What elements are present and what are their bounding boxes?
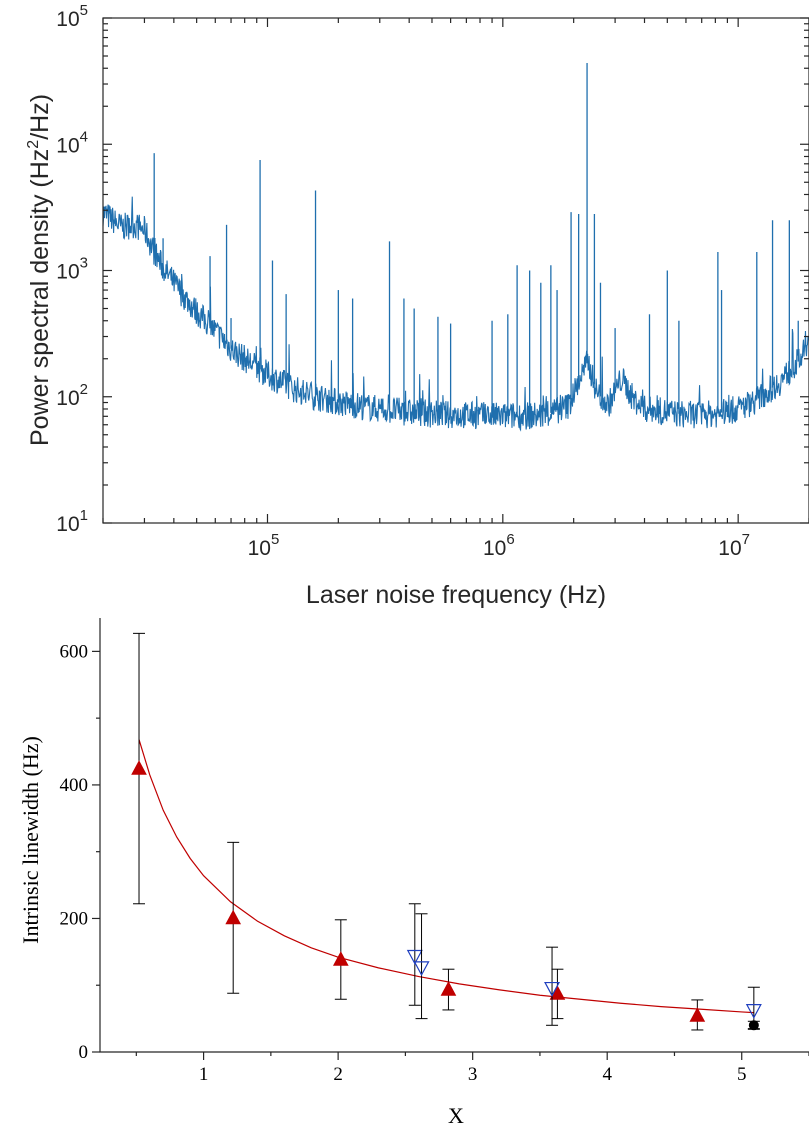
- tick-exponent: 1: [80, 507, 88, 524]
- lw-y-tick-label: 0: [79, 1042, 89, 1063]
- psd-y-tick-label: 103: [56, 255, 88, 284]
- tick-base: 10: [718, 537, 741, 560]
- lw-x-tick-label: 5: [737, 1064, 747, 1085]
- lw-x-tick-label: 3: [468, 1064, 478, 1085]
- tick-exponent: 2: [80, 381, 88, 398]
- psd-noise-line: [102, 196, 809, 432]
- tick-base: 10: [56, 8, 79, 31]
- psd-y-axis-label-tail: /Hz): [26, 94, 54, 140]
- psd-x-tick-label: 105: [248, 531, 280, 560]
- lw-point-filled-triangle: [131, 760, 147, 775]
- lw-x-ticks: 1 2 3 4 5: [135, 1052, 809, 1085]
- lw-point-open-triangle: [544, 981, 561, 997]
- linewidth-chart: 1 2 3 4 5 0 200 400 600 X Intrinsic linewidth (…: [18, 618, 809, 1128]
- lw-point-circle: [748, 1020, 759, 1031]
- lw-point-open-triangle: [406, 949, 423, 965]
- lw-point-open-triangle: [413, 961, 430, 977]
- tick-base: 10: [248, 537, 271, 560]
- tick-base: 10: [56, 134, 79, 157]
- lw-fit-curve: [138, 739, 754, 1014]
- tick-exponent: 5: [271, 531, 279, 548]
- psd-y-tick-label: 102: [56, 381, 88, 410]
- lw-y-axis-label: Intrinsic linewidth (Hz): [18, 736, 43, 944]
- lw-point-filled-triangle: [440, 981, 457, 996]
- lw-x-tick-label: 1: [199, 1064, 209, 1085]
- psd-y-tick-label: 105: [56, 2, 88, 31]
- lw-y-ticks: 0 200 400 600: [60, 641, 100, 1063]
- lw-x-tick-label: 2: [333, 1064, 343, 1085]
- lw-point-filled-triangle: [225, 909, 242, 925]
- tick-exponent: 3: [80, 255, 88, 272]
- lw-x-axis-label: X: [448, 1103, 464, 1128]
- psd-y-tick-label: 104: [56, 128, 88, 157]
- psd-x-ticks: 105 106 107: [102, 18, 809, 560]
- lw-y-tick-label: 400: [60, 775, 89, 796]
- tick-base: 10: [483, 537, 506, 560]
- lw-point-filled-triangle: [689, 1007, 706, 1022]
- lw-point-filled-triangle: [332, 951, 349, 966]
- psd-y-axis-label-sup: 2: [25, 140, 42, 149]
- tick-base: 10: [56, 513, 79, 536]
- tick-exponent: 5: [80, 2, 88, 19]
- psd-y-tick-label: 101: [56, 507, 88, 536]
- lw-x-tick-label: 4: [602, 1064, 612, 1085]
- lw-data-points: [131, 632, 762, 1031]
- tick-base: 10: [56, 387, 79, 410]
- psd-x-axis-label: Laser noise frequency (Hz): [306, 581, 606, 609]
- psd-y-axis-label: Power spectral density (Hz2/Hz): [25, 94, 54, 446]
- psd-y-axis-label-main: Power spectral density (Hz: [26, 149, 54, 446]
- lw-plot-frame: [99, 618, 809, 1053]
- psd-x-tick-label: 107: [718, 531, 750, 560]
- lw-point-open-triangle: [745, 1004, 762, 1019]
- tick-base: 10: [56, 261, 79, 284]
- psd-plot-frame: [102, 17, 809, 524]
- psd-x-tick-label: 106: [483, 531, 515, 560]
- tick-exponent: 7: [742, 531, 750, 548]
- lw-y-tick-label: 600: [60, 641, 89, 662]
- psd-trace: [102, 63, 809, 432]
- lw-y-tick-label: 200: [60, 908, 89, 929]
- tick-exponent: 4: [80, 128, 88, 145]
- tick-exponent: 6: [506, 531, 514, 548]
- lw-fit-line: [138, 739, 754, 1014]
